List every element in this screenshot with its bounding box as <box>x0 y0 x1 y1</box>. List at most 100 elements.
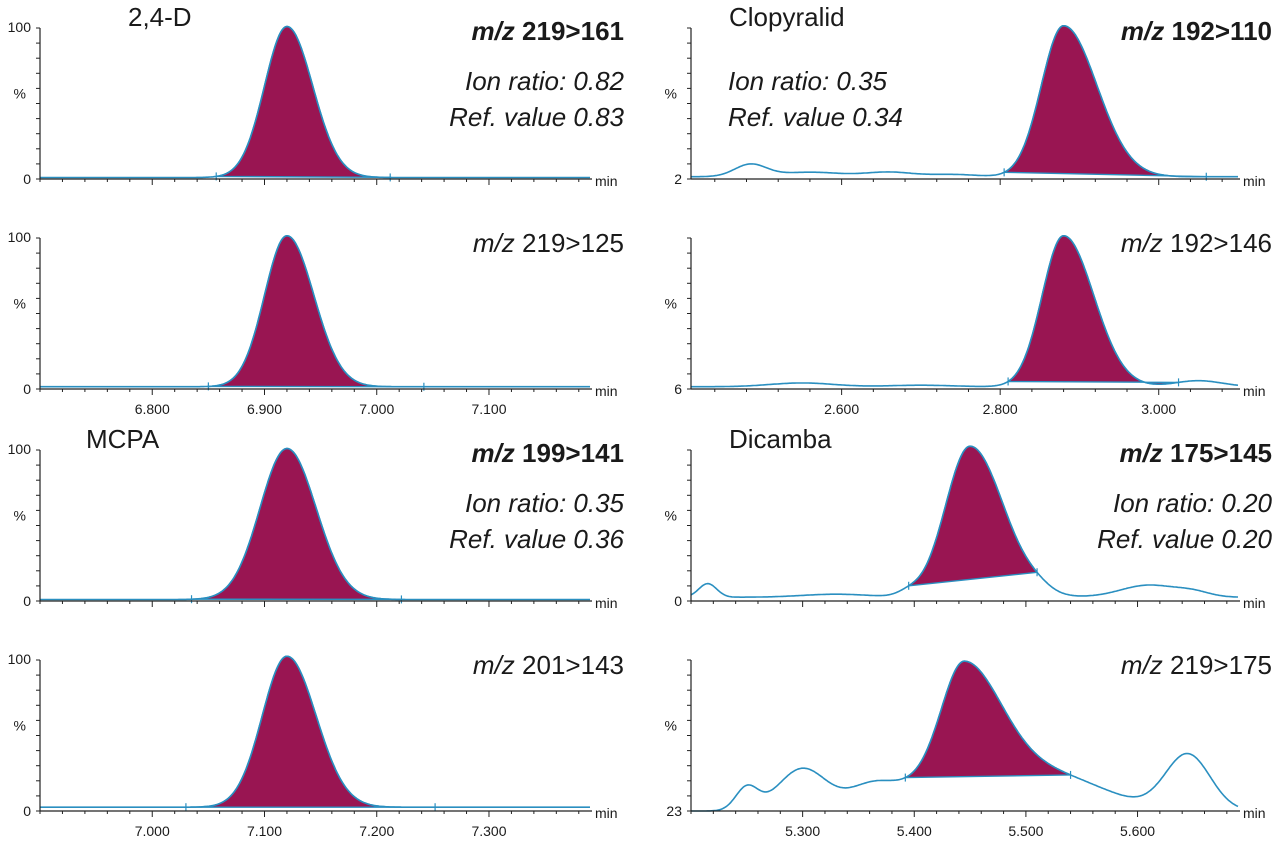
chromatogram-trace <box>691 660 1239 812</box>
x-tick-label: 7.200 <box>359 823 394 839</box>
ion-ratio-label: Ion ratio: 0.35 <box>728 66 888 96</box>
chromatogram-trace <box>40 655 590 808</box>
x-tick-label: 5.500 <box>1008 823 1043 839</box>
reference-value-label: Ref. value 0.34 <box>728 102 903 132</box>
mz-space <box>1163 650 1170 680</box>
integrated-peak-area <box>1003 25 1207 178</box>
x-tick-label: 2.800 <box>983 401 1018 417</box>
mz-transition-label: m/z 199>141 <box>471 438 624 468</box>
mz-prefix: m/z <box>1121 650 1163 680</box>
y-bottom-label: 0 <box>23 593 31 609</box>
chromatogram-panel-2: 6.800 6.900 7.000 7.100 min 100% 0 m/z 219>125 <box>8 228 624 417</box>
ion-ratio-label: Ion ratio: 0.20 <box>1113 488 1273 518</box>
compound-name: 2,4-D <box>128 2 192 32</box>
mz-prefix: m/z <box>1119 438 1162 468</box>
ion-ratio-label: Ion ratio: 0.82 <box>465 66 625 96</box>
mz-space <box>1163 228 1170 258</box>
integrated-peak-area <box>207 235 425 388</box>
x-tick-label: 7.000 <box>135 823 170 839</box>
chromatogram-panel-6: 7.000 7.100 7.200 7.300 min 100% 0 m/z 201>143 <box>8 650 624 839</box>
chromatogram-trace <box>691 25 1238 178</box>
chromatogram-trace <box>40 25 590 179</box>
y-bottom-label: 23 <box>666 803 682 819</box>
compound-name: Clopyralid <box>729 2 845 32</box>
mz-space <box>515 16 522 46</box>
x-axis-unit-label: min <box>1243 383 1266 399</box>
reference-value-label: Ref. value 0.36 <box>449 524 624 554</box>
integrated-peak-area <box>215 25 391 179</box>
x-axis-unit-label: min <box>595 595 618 611</box>
chromatogram-panel-1: min 100% 0 2,4-D m/z 219>161 Ion ratio: 0.82 R… <box>8 2 625 189</box>
chromatogram-panel-8: 5.300 5.400 5.500 5.600 min% 23 m/z 219>175 <box>665 650 1272 839</box>
ion-ratio-label: Ion ratio: 0.35 <box>465 488 625 518</box>
mz-value: 219>161 <box>522 16 624 46</box>
x-axis-unit-label: min <box>595 805 618 821</box>
x-tick-label: 5.300 <box>785 823 820 839</box>
y-top-label: 100 <box>8 651 32 667</box>
mz-space <box>515 228 522 258</box>
mz-space <box>1163 438 1170 468</box>
x-axis-unit-label: min <box>1243 805 1266 821</box>
chromatogram-panel-4: 2.600 2.800 3.000 min% 6 m/z 192>146 <box>665 228 1272 417</box>
y-percent-label: % <box>665 718 677 734</box>
mz-transition-label: m/z 192>146 <box>1121 228 1272 258</box>
x-tick-label: 6.900 <box>247 401 282 417</box>
x-tick-label: 7.100 <box>471 401 506 417</box>
mz-value: 219>175 <box>1170 650 1272 680</box>
y-bottom-label: 0 <box>23 171 31 187</box>
mz-prefix: m/z <box>473 228 515 258</box>
mz-prefix: m/z <box>471 16 514 46</box>
x-tick-label: 7.000 <box>359 401 394 417</box>
mz-space <box>515 650 522 680</box>
chromatogram-trace <box>40 447 590 601</box>
mz-value: 219>125 <box>522 228 624 258</box>
mz-value: 175>145 <box>1170 438 1272 468</box>
integrated-peak-area <box>185 655 436 808</box>
y-bottom-label: 6 <box>674 381 682 397</box>
y-top-label: 100 <box>8 441 32 457</box>
chromatogram-trace <box>690 445 1238 598</box>
mz-prefix: m/z <box>1121 228 1163 258</box>
mz-transition-label: m/z 192>110 <box>1121 16 1272 46</box>
mz-prefix: m/z <box>471 438 514 468</box>
y-top-label: 100 <box>8 229 32 245</box>
mz-prefix: m/z <box>473 650 515 680</box>
mz-value: 199>141 <box>522 438 624 468</box>
x-axis-unit-label: min <box>595 383 618 399</box>
y-percent-label: % <box>14 718 26 734</box>
x-tick-label: 5.600 <box>1120 823 1155 839</box>
y-percent-label: % <box>14 508 26 524</box>
compound-name: MCPA <box>86 424 160 454</box>
mz-transition-label: m/z 219>125 <box>473 228 624 258</box>
x-axis-unit-label: min <box>595 173 618 189</box>
y-percent-label: % <box>665 296 677 312</box>
x-tick-label: 5.400 <box>897 823 932 839</box>
y-bottom-label: 0 <box>23 803 31 819</box>
y-bottom-label: 0 <box>23 381 31 397</box>
y-percent-label: % <box>665 508 677 524</box>
y-percent-label: % <box>14 86 26 102</box>
y-bottom-label: 2 <box>674 171 682 187</box>
reference-value-label: Ref. value 0.20 <box>1097 524 1272 554</box>
x-axis-unit-label: min <box>1243 173 1266 189</box>
chromatogram-panel-5: min 100% 0 MCPA m/z 199>141 Ion ratio: 0.35 Re… <box>8 424 625 611</box>
mz-transition-label: m/z 175>145 <box>1119 438 1272 468</box>
y-percent-label: % <box>665 86 677 102</box>
y-bottom-label: 0 <box>674 593 682 609</box>
chromatogram-panel-3: min% 2 Clopyralid m/z 192>110 Ion ratio: 0.3… <box>665 2 1272 189</box>
mz-value: 192>110 <box>1171 16 1272 46</box>
integrated-peak-area <box>904 660 1072 779</box>
mz-value: 201>143 <box>522 650 624 680</box>
chromatogram-panel-7: min% 0 Dicamba m/z 175>145 Ion ratio: 0.20 Re… <box>665 424 1273 611</box>
chromatogram-trace <box>691 235 1239 388</box>
reference-value-label: Ref. value 0.83 <box>449 102 624 132</box>
mz-space <box>515 438 522 468</box>
x-tick-label: 2.600 <box>824 401 859 417</box>
x-tick-label: 7.300 <box>471 823 506 839</box>
x-tick-label: 7.100 <box>247 823 282 839</box>
x-axis-unit-label: min <box>1243 595 1266 611</box>
y-percent-label: % <box>14 296 26 312</box>
x-tick-label: 3.000 <box>1141 401 1176 417</box>
